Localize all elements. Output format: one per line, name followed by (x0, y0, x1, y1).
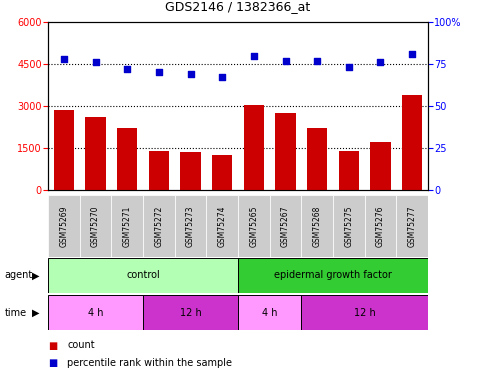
Text: 12 h: 12 h (180, 308, 201, 318)
Text: ▶: ▶ (32, 308, 40, 318)
Bar (180, 152, 201, 190)
Point (282, 58, 289, 64)
Point (218, 75, 226, 81)
Point (60, 56, 68, 62)
Bar (48, 295, 143, 330)
Text: 4 h: 4 h (262, 308, 277, 318)
Point (377, 59, 384, 65)
Point (92, 59, 99, 65)
Bar (48, 258, 238, 293)
Bar (243, 105, 264, 190)
Bar (238, 195, 270, 257)
Text: GSM75276: GSM75276 (376, 205, 385, 247)
Text: 12 h: 12 h (354, 308, 376, 318)
Bar (85, 117, 106, 190)
Text: GSM75267: GSM75267 (281, 205, 290, 247)
Bar (301, 195, 333, 257)
Text: agent: agent (4, 270, 33, 280)
Text: ■: ■ (48, 340, 57, 351)
Text: GSM75269: GSM75269 (59, 205, 68, 247)
Bar (143, 295, 238, 330)
Text: count: count (67, 340, 95, 351)
Text: percentile rank within the sample: percentile rank within the sample (67, 358, 232, 368)
Bar (365, 195, 397, 257)
Bar (112, 195, 143, 257)
Text: epidermal growth factor: epidermal growth factor (274, 270, 392, 280)
Bar (307, 128, 327, 190)
Point (250, 53, 258, 58)
Bar (333, 195, 365, 257)
Text: ▶: ▶ (32, 270, 40, 280)
Bar (149, 151, 169, 190)
Text: GSM75268: GSM75268 (313, 206, 322, 247)
Bar (270, 195, 301, 257)
Bar (206, 195, 238, 257)
Bar (143, 195, 175, 257)
Point (313, 58, 321, 64)
Bar (54, 110, 74, 190)
Bar (48, 195, 80, 257)
Text: 4 h: 4 h (88, 308, 103, 318)
Bar (370, 142, 391, 190)
Text: GSM75274: GSM75274 (218, 205, 227, 247)
Bar (301, 295, 428, 330)
Bar (339, 151, 359, 190)
Text: ■: ■ (48, 358, 57, 368)
Point (345, 64, 353, 70)
Bar (275, 113, 296, 190)
Text: GSM75271: GSM75271 (123, 206, 132, 247)
Point (186, 71, 194, 77)
Bar (80, 195, 112, 257)
Bar (175, 195, 206, 257)
Bar (238, 295, 301, 330)
Bar (117, 128, 138, 190)
Point (408, 51, 416, 57)
Text: control: control (126, 270, 160, 280)
Text: GSM75273: GSM75273 (186, 205, 195, 247)
Bar (397, 195, 428, 257)
Text: GSM75265: GSM75265 (249, 205, 258, 247)
Text: GSM75277: GSM75277 (408, 205, 417, 247)
Text: time: time (4, 308, 27, 318)
Text: GSM75275: GSM75275 (344, 205, 354, 247)
Text: GDS2146 / 1382366_at: GDS2146 / 1382366_at (165, 0, 311, 13)
Bar (238, 258, 428, 293)
Bar (212, 155, 232, 190)
Point (155, 69, 163, 75)
Bar (402, 95, 423, 190)
Text: GSM75272: GSM75272 (155, 206, 163, 247)
Point (123, 66, 131, 72)
Text: GSM75270: GSM75270 (91, 205, 100, 247)
